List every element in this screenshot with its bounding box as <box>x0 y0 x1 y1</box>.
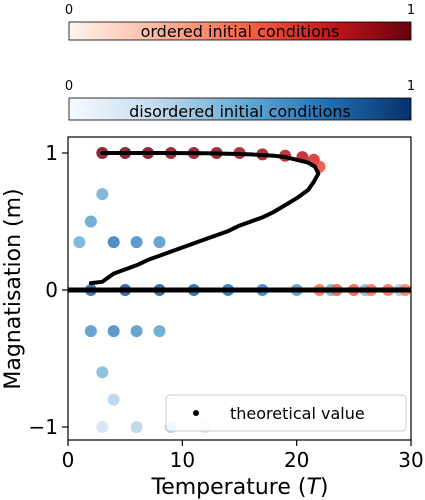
colorbar-disordered-min-label: 0 <box>65 79 73 94</box>
x-tick-label: 30 <box>398 448 423 472</box>
colorbar-disordered: 0 1 disordered initial conditions <box>65 79 415 121</box>
x-axis: 0 10 20 30 <box>62 440 424 472</box>
disordered-point <box>84 325 97 338</box>
colorbar-ordered-label: ordered initial conditions <box>141 22 340 41</box>
colorbar-ordered-min-label: 0 <box>65 3 73 18</box>
disordered-point <box>130 325 143 338</box>
legend-label: theoretical value <box>230 404 365 423</box>
y-tick-label: 1 <box>45 141 58 165</box>
x-tick-label: 20 <box>284 448 309 472</box>
x-axis-label-symbol: T <box>306 475 321 500</box>
disordered-point <box>107 393 120 406</box>
disordered-point <box>96 366 109 379</box>
y-axis-label: Magnatisation (m) <box>1 188 26 389</box>
colorbar-disordered-label: disordered initial conditions <box>129 102 351 121</box>
colorbar-disordered-gradient <box>68 97 412 121</box>
theoretical-upper-branch <box>88 151 321 286</box>
disordered-point <box>84 215 97 228</box>
y-tick-label: −1 <box>29 415 58 439</box>
disordered-point <box>107 325 120 338</box>
disordered-point <box>153 325 166 338</box>
disordered-point <box>107 236 120 249</box>
disordered-point <box>96 421 109 433</box>
legend-marker <box>193 410 199 416</box>
colorbar-disordered-max-label: 1 <box>407 79 415 94</box>
disordered-point <box>130 236 143 249</box>
colorbar-ordered: 0 1 ordered initial conditions <box>65 3 415 41</box>
theoretical-curve <box>68 151 411 293</box>
disordered-point <box>73 236 86 249</box>
x-tick-label: 10 <box>170 448 195 472</box>
x-axis-label: Temperature (T) <box>151 475 329 500</box>
y-tick-label: 0 <box>45 278 58 302</box>
x-tick-label: 0 <box>62 448 75 472</box>
legend-box <box>165 394 407 432</box>
x-axis-label-text: Temperature <box>151 475 291 500</box>
plot-area <box>67 136 412 441</box>
colorbar-ordered-max-label: 1 <box>407 3 415 18</box>
disordered-point <box>153 236 166 249</box>
legend: theoretical value <box>165 394 407 432</box>
disordered-point <box>130 421 143 433</box>
plot-frame <box>67 136 412 441</box>
colorbar-ordered-gradient <box>68 21 412 41</box>
y-axis: 1 0 −1 <box>29 141 68 439</box>
disordered-point <box>96 188 109 201</box>
